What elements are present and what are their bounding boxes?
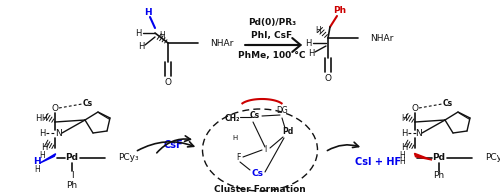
Polygon shape xyxy=(414,153,432,160)
Text: Cluster Formation: Cluster Formation xyxy=(214,185,306,194)
Text: O: O xyxy=(52,103,59,113)
Text: NHAr: NHAr xyxy=(370,34,394,43)
Text: H: H xyxy=(401,113,407,122)
Text: H: H xyxy=(232,135,237,141)
Text: H: H xyxy=(401,129,407,138)
Text: Cs: Cs xyxy=(443,99,453,107)
Text: PCy₃: PCy₃ xyxy=(118,153,139,162)
Text: Pd: Pd xyxy=(432,153,446,162)
Text: I: I xyxy=(264,145,266,154)
Text: H: H xyxy=(305,38,311,47)
Text: H: H xyxy=(135,28,141,37)
Text: Pd: Pd xyxy=(66,153,78,162)
Text: Ph: Ph xyxy=(334,5,346,15)
Text: DG: DG xyxy=(276,105,288,114)
Text: H: H xyxy=(399,151,405,160)
Text: H: H xyxy=(401,143,407,152)
Text: Ph: Ph xyxy=(434,171,444,180)
Text: H: H xyxy=(399,158,405,166)
Text: PhMe, 100 °C: PhMe, 100 °C xyxy=(238,51,306,60)
Text: N: N xyxy=(414,129,422,138)
Text: N: N xyxy=(54,129,62,138)
Text: H: H xyxy=(34,165,40,174)
Text: H: H xyxy=(138,42,144,51)
Text: Cs: Cs xyxy=(252,170,264,179)
Text: H: H xyxy=(39,129,45,138)
Text: H: H xyxy=(35,113,41,122)
Text: H: H xyxy=(39,151,45,160)
Text: I: I xyxy=(70,171,74,180)
Text: NHAr: NHAr xyxy=(210,38,234,47)
Text: H: H xyxy=(159,31,165,40)
Text: O: O xyxy=(324,74,332,83)
Text: Pd(0)/PR₃: Pd(0)/PR₃ xyxy=(248,17,296,26)
Text: H: H xyxy=(41,113,47,122)
Text: H: H xyxy=(308,48,314,57)
Text: CsF: CsF xyxy=(163,140,183,150)
Polygon shape xyxy=(40,154,56,163)
Text: F: F xyxy=(236,153,240,162)
Text: CsI + HF: CsI + HF xyxy=(355,157,401,167)
Text: Cs: Cs xyxy=(250,111,260,120)
Text: O: O xyxy=(164,77,172,86)
Text: Ph: Ph xyxy=(66,181,78,191)
Text: PCy₃: PCy₃ xyxy=(485,153,500,162)
Text: H: H xyxy=(33,158,41,166)
Text: CH₂: CH₂ xyxy=(224,113,240,122)
Text: Cs: Cs xyxy=(83,99,93,107)
Text: H: H xyxy=(144,7,152,16)
Text: O: O xyxy=(412,103,418,113)
Text: H: H xyxy=(315,25,321,34)
Text: PhI, CsF: PhI, CsF xyxy=(252,31,292,40)
Text: H: H xyxy=(41,143,47,152)
Text: Pd: Pd xyxy=(282,128,294,136)
